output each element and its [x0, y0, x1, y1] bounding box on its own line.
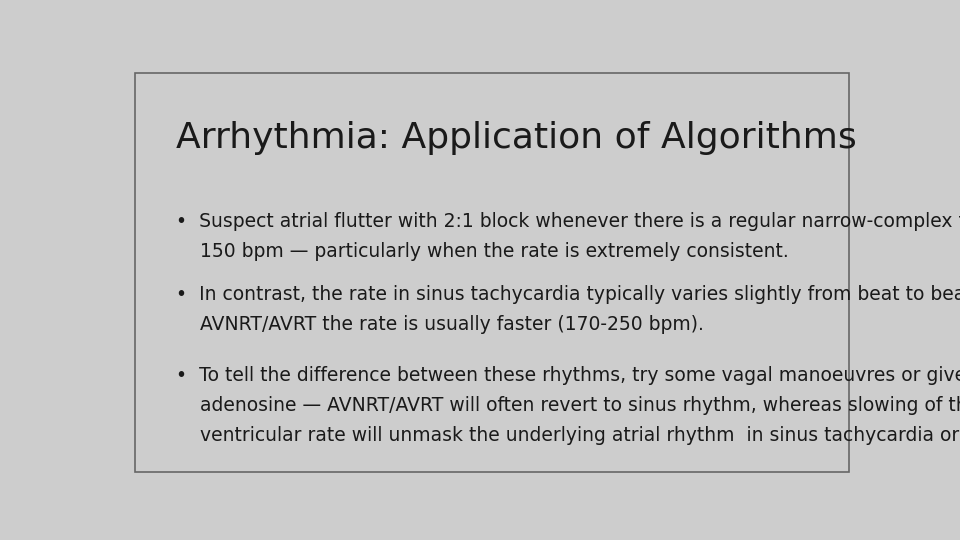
- Text: •  To tell the difference between these rhythms, try some vagal manoeuvres or gi: • To tell the difference between these r…: [176, 366, 960, 385]
- Text: Arrhythmia: Application of Algorithms: Arrhythmia: Application of Algorithms: [176, 121, 856, 155]
- Text: AVNRT/AVRT the rate is usually faster (170-250 bpm).: AVNRT/AVRT the rate is usually faster (1…: [176, 315, 704, 334]
- Text: adenosine — AVNRT/AVRT will often revert to sinus rhythm, whereas slowing of the: adenosine — AVNRT/AVRT will often revert…: [176, 396, 960, 415]
- Text: ventricular rate will unmask the underlying atrial rhythm  in sinus tachycardia : ventricular rate will unmask the underly…: [176, 426, 960, 445]
- FancyBboxPatch shape: [134, 73, 849, 472]
- Text: 150 bpm — particularly when the rate is extremely consistent.: 150 bpm — particularly when the rate is …: [176, 242, 788, 261]
- Text: •  Suspect atrial flutter with 2:1 block whenever there is a regular narrow-comp: • Suspect atrial flutter with 2:1 block …: [176, 212, 960, 232]
- Text: •  In contrast, the rate in sinus tachycardia typically varies slightly from bea: • In contrast, the rate in sinus tachyca…: [176, 285, 960, 304]
